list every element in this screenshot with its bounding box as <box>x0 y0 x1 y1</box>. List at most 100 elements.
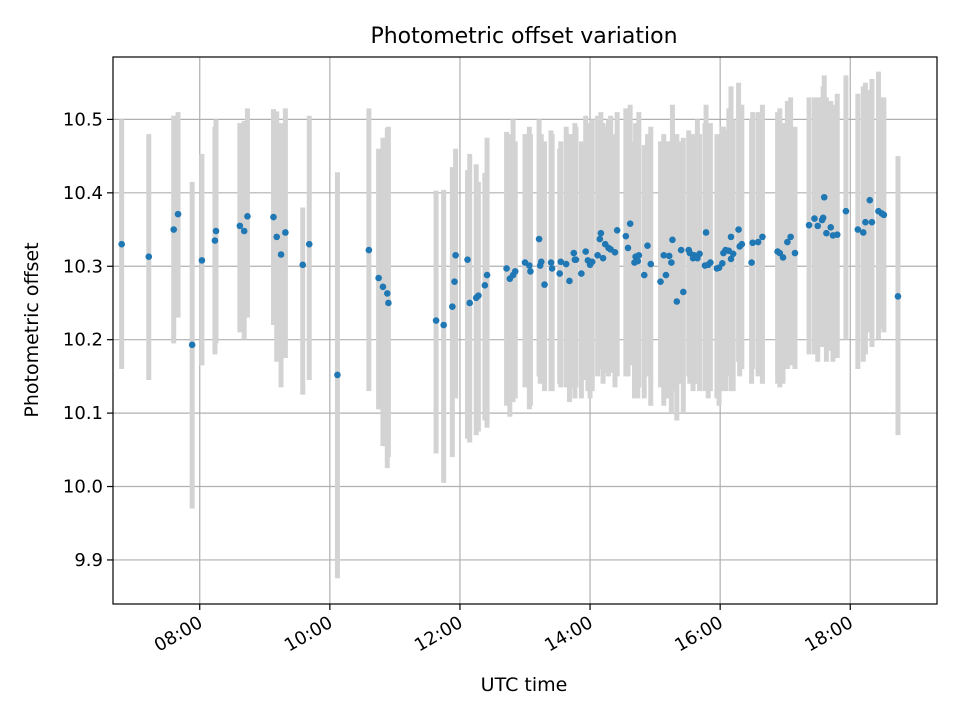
data-point <box>611 249 619 256</box>
data-point <box>862 218 869 226</box>
data-point <box>657 278 664 285</box>
y-tick-label: 9.9 <box>74 550 103 571</box>
data-point <box>385 299 392 307</box>
data-point <box>449 303 456 310</box>
data-point <box>727 233 735 241</box>
data-point <box>647 260 655 268</box>
data-point <box>859 229 867 236</box>
data-point <box>375 274 382 282</box>
data-point <box>823 229 830 237</box>
data-point <box>820 193 828 201</box>
data-point <box>582 248 590 255</box>
data-point <box>481 282 489 289</box>
data-point <box>145 253 153 261</box>
data-point <box>299 261 307 269</box>
data-point <box>866 196 874 204</box>
data-point <box>842 207 850 215</box>
data-point <box>719 260 726 267</box>
data-point <box>727 255 735 263</box>
data-points <box>118 193 902 379</box>
data-point <box>626 220 634 227</box>
data-point <box>827 224 835 231</box>
data-point <box>729 250 737 258</box>
data-point <box>451 278 458 285</box>
data-point <box>784 238 791 246</box>
data-point <box>334 371 341 379</box>
data-point <box>503 265 510 272</box>
data-point <box>679 288 687 296</box>
data-point <box>511 268 519 275</box>
data-point <box>819 214 827 222</box>
y-tick-label: 10.3 <box>63 256 103 277</box>
data-point <box>596 235 604 243</box>
data-point <box>662 271 670 279</box>
data-point <box>282 229 289 236</box>
data-point <box>236 222 244 230</box>
data-point <box>624 244 632 252</box>
data-point <box>188 341 196 349</box>
data-point <box>212 227 220 235</box>
data-point <box>464 256 471 263</box>
data-point <box>673 298 681 305</box>
y-tick-label: 10.1 <box>63 403 103 424</box>
data-point <box>805 221 813 229</box>
data-point <box>244 213 251 220</box>
data-point <box>432 317 440 324</box>
chart-title: Photometric offset variation <box>370 24 677 49</box>
data-point <box>597 229 605 237</box>
data-point <box>854 226 862 233</box>
data-point <box>240 227 248 235</box>
y-tick-label: 10.5 <box>63 109 103 130</box>
data-point <box>635 251 643 259</box>
y-tick-label: 10.4 <box>63 183 103 204</box>
data-point <box>748 259 755 266</box>
data-point <box>277 251 285 258</box>
data-point <box>570 249 578 257</box>
x-axis-label: UTC time <box>481 674 568 696</box>
data-point <box>273 233 281 241</box>
data-point <box>537 258 545 266</box>
y-tick-label: 10.2 <box>63 330 103 351</box>
data-point <box>483 271 491 279</box>
data-point <box>749 239 756 247</box>
data-point <box>466 299 474 307</box>
data-point <box>668 259 675 266</box>
data-point <box>572 256 580 263</box>
data-point <box>556 270 563 277</box>
data-point <box>379 283 387 291</box>
data-point <box>640 271 648 279</box>
data-point <box>779 254 787 261</box>
data-point <box>452 251 459 259</box>
data-point <box>541 281 548 288</box>
data-point <box>613 226 621 234</box>
data-point <box>868 218 876 226</box>
data-point <box>548 265 556 272</box>
data-point <box>735 226 742 233</box>
data-point <box>211 237 219 244</box>
plot-frame <box>112 56 938 605</box>
data-point <box>384 290 391 297</box>
data-point <box>440 321 447 329</box>
data-point <box>669 236 676 244</box>
data-point <box>475 292 482 299</box>
data-point <box>547 259 555 266</box>
data-point <box>707 259 714 266</box>
data-point <box>305 240 313 248</box>
data-point <box>696 250 703 258</box>
data-point <box>118 240 125 248</box>
data-point <box>198 257 206 264</box>
y-tick-label: 10.0 <box>63 477 103 498</box>
data-point <box>526 262 533 269</box>
data-point <box>702 229 710 236</box>
data-point <box>170 226 178 233</box>
data-point <box>566 277 573 285</box>
data-point <box>594 251 601 259</box>
data-point <box>599 254 607 262</box>
data-point <box>535 235 543 243</box>
data-point <box>562 260 570 268</box>
data-point <box>814 222 822 230</box>
data-point <box>644 242 651 249</box>
data-point <box>588 258 596 266</box>
y-ticks: 9.9 10.0 10.1 10.2 10.3 10.4 10.5 <box>63 109 113 571</box>
